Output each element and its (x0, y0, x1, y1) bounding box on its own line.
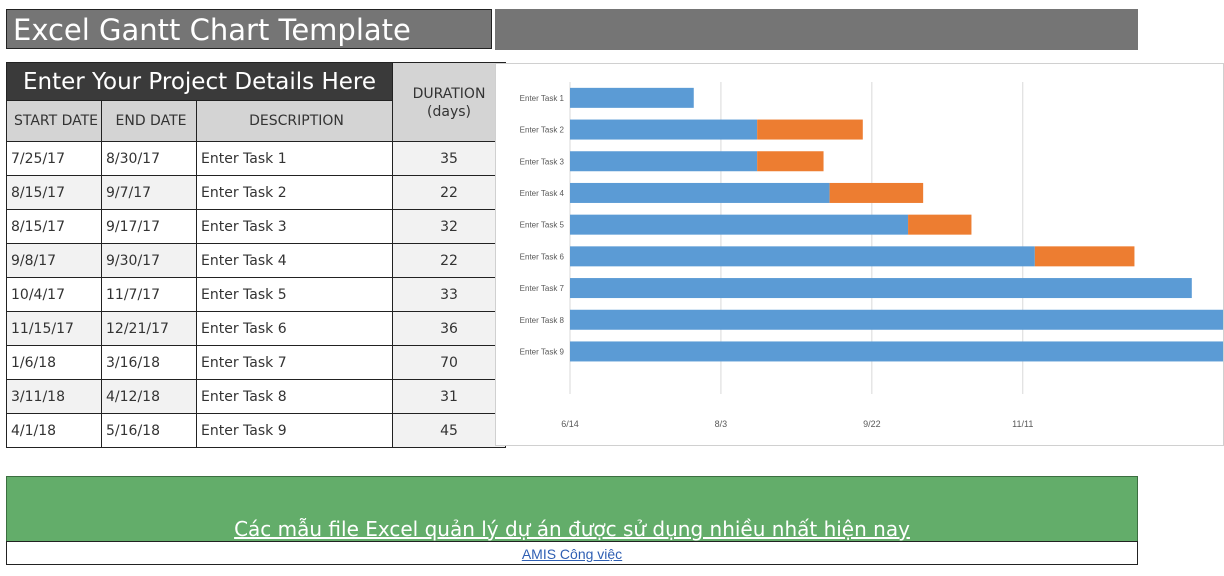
y-tick-label: Enter Task 9 (520, 347, 565, 356)
duration-header: DURATION (days) (392, 62, 506, 142)
gantt-chart-svg: 6/14 8/3 9/22 11/11 Enter Task 1 Enter Task 2… (520, 82, 1223, 429)
cell-end-date[interactable]: 11/7/17 (101, 277, 197, 312)
cell-description[interactable]: Enter Task 4 (196, 243, 393, 278)
cell-description[interactable]: Enter Task 5 (196, 277, 393, 312)
cell-start-date[interactable]: 11/15/17 (6, 311, 102, 346)
bar-start (570, 309, 1223, 330)
cell-description[interactable]: Enter Task 6 (196, 311, 393, 346)
cell-duration[interactable]: 22 (392, 243, 506, 278)
cell-end-date[interactable]: 5/16/18 (101, 413, 197, 448)
y-tick-label: Enter Task 5 (520, 221, 565, 230)
cell-description[interactable]: Enter Task 2 (196, 175, 393, 210)
y-tick-label: Enter Task 3 (520, 157, 565, 166)
cell-start-date[interactable]: 10/4/17 (6, 277, 102, 312)
gantt-chart[interactable]: 6/14 8/3 9/22 11/11 Enter Task 1 Enter Task 2… (495, 63, 1224, 446)
cell-end-date[interactable]: 4/12/18 (101, 379, 197, 414)
cell-start-date[interactable]: 3/11/18 (6, 379, 102, 414)
bar-start (570, 151, 758, 172)
cell-start-date[interactable]: 8/15/17 (6, 209, 102, 244)
y-tick-label: Enter Task 4 (520, 189, 565, 198)
cell-description[interactable]: Enter Task 3 (196, 209, 393, 244)
cell-description[interactable]: Enter Task 1 (196, 141, 393, 176)
y-tick-label: Enter Task 7 (520, 284, 565, 293)
project-table: Enter Your Project Details Here DURATION… (6, 62, 506, 448)
cell-description[interactable]: Enter Task 7 (196, 345, 393, 380)
column-header-start-date: START DATE (6, 100, 102, 142)
bar-start (570, 246, 1035, 267)
cell-duration[interactable]: 35 (392, 141, 506, 176)
column-header-description: DESCRIPTION (196, 100, 393, 142)
duration-label: DURATION (412, 86, 486, 102)
bar-start (570, 278, 1192, 299)
cell-start-date[interactable]: 8/15/17 (6, 175, 102, 210)
bar-start (570, 341, 1223, 362)
bar-start (570, 119, 758, 140)
bar-duration (829, 182, 924, 203)
cell-duration[interactable]: 36 (392, 311, 506, 346)
footer-link[interactable]: AMIS Công việc (521, 546, 623, 562)
cell-duration[interactable]: 70 (392, 345, 506, 380)
cell-description[interactable]: Enter Task 9 (196, 413, 393, 448)
cell-end-date[interactable]: 9/17/17 (101, 209, 197, 244)
section-title: Enter Your Project Details Here (6, 62, 393, 101)
y-tick-label: Enter Task 2 (520, 126, 565, 135)
cell-end-date[interactable]: 12/21/17 (101, 311, 197, 346)
cell-start-date[interactable]: 9/8/17 (6, 243, 102, 278)
bar-duration (908, 214, 972, 235)
cell-end-date[interactable]: 3/16/18 (101, 345, 197, 380)
cell-start-date[interactable]: 7/25/17 (6, 141, 102, 176)
x-tick-label: 11/11 (1012, 419, 1033, 429)
cell-start-date[interactable]: 1/6/18 (6, 345, 102, 380)
bar-duration (757, 119, 863, 140)
x-tick-label: 9/22 (863, 419, 881, 429)
x-tick-label: 8/3 (715, 419, 728, 429)
page-title: Excel Gantt Chart Template (6, 9, 492, 49)
duration-unit: (days) (427, 104, 471, 120)
bar-duration (1034, 246, 1135, 267)
banner-link[interactable]: Các mẫu file Excel quản lý dự án được sử… (234, 517, 910, 541)
y-tick-label: Enter Task 6 (520, 252, 565, 261)
cell-end-date[interactable]: 9/30/17 (101, 243, 197, 278)
cell-end-date[interactable]: 9/7/17 (101, 175, 197, 210)
bar-duration (757, 151, 824, 172)
title-bar-extension (495, 9, 1138, 50)
banner: Các mẫu file Excel quản lý dự án được sử… (6, 476, 1138, 542)
x-tick-label: 6/14 (561, 419, 579, 429)
bar-start (570, 214, 909, 235)
cell-description[interactable]: Enter Task 8 (196, 379, 393, 414)
cell-end-date[interactable]: 8/30/17 (101, 141, 197, 176)
cell-duration[interactable]: 33 (392, 277, 506, 312)
cell-duration[interactable]: 32 (392, 209, 506, 244)
cell-duration[interactable]: 45 (392, 413, 506, 448)
bar-start (570, 182, 830, 203)
bar-start (570, 87, 694, 108)
footer-row: AMIS Công việc (6, 541, 1138, 565)
cell-duration[interactable]: 31 (392, 379, 506, 414)
column-header-end-date: END DATE (101, 100, 197, 142)
cell-start-date[interactable]: 4/1/18 (6, 413, 102, 448)
y-tick-label: Enter Task 8 (520, 316, 565, 325)
y-tick-label: Enter Task 1 (520, 94, 565, 103)
cell-duration[interactable]: 22 (392, 175, 506, 210)
